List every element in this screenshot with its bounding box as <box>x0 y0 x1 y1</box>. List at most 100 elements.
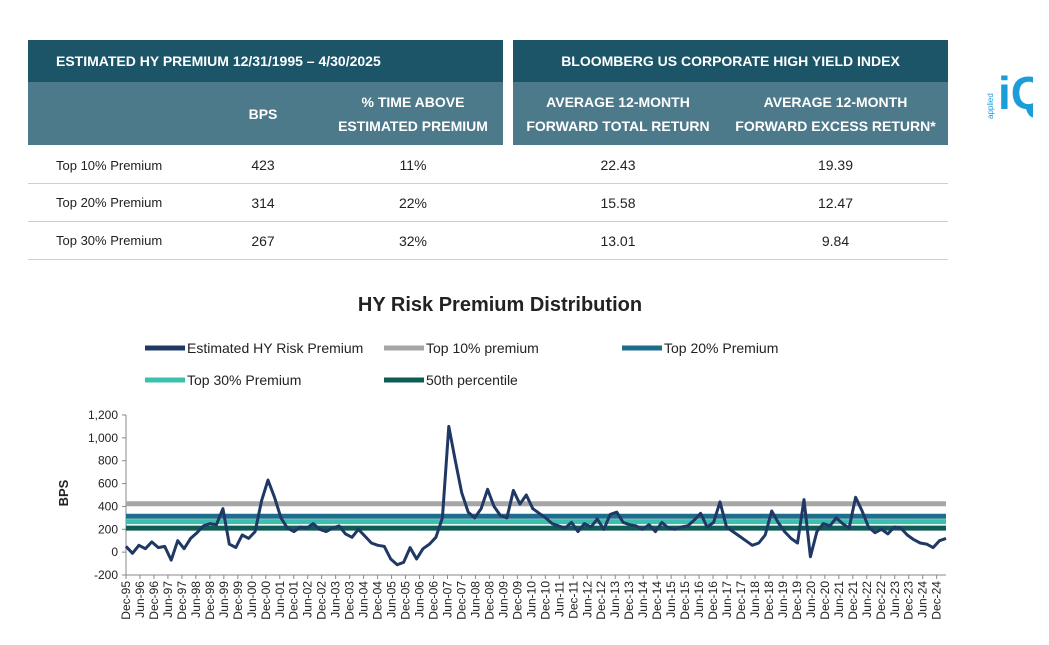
cell-bps: 267 <box>251 232 275 249</box>
x-tick-label: Jun-15 <box>664 581 678 618</box>
x-tick-label: Jun-14 <box>636 581 650 618</box>
cell-bps: 423 <box>251 157 275 173</box>
x-tick-label: Jun-20 <box>804 581 818 618</box>
x-tick-label: Dec-08 <box>482 581 496 620</box>
left-header: ESTIMATED HY PREMIUM 12/31/1995 – 4/30/2… <box>28 40 503 82</box>
x-tick-label: Jun-16 <box>692 581 706 618</box>
x-tick-label: Dec-22 <box>874 581 888 620</box>
legend-label: 50th percentile <box>426 372 518 388</box>
premium-line <box>124 424 947 567</box>
x-tick-label: Dec-20 <box>818 581 832 620</box>
cell-excess: 12.47 <box>817 194 854 211</box>
col-header-bps: BPS <box>218 82 308 145</box>
col-header-excess-line2: FORWARD EXCESS RETURN* <box>735 117 936 134</box>
x-tick-label: Dec-10 <box>538 581 552 620</box>
x-tick-label: Dec-23 <box>902 581 916 620</box>
x-tick-label: Dec-97 <box>175 581 189 620</box>
y-tick-label: -200 <box>94 568 118 582</box>
col-header-time: % TIME ABOVE ESTIMATED PREMIUM <box>318 82 508 145</box>
x-tick-label: Jun-00 <box>245 581 259 618</box>
x-tick-label: Jun-23 <box>888 581 902 618</box>
cell-excess: 19.39 <box>817 157 854 173</box>
x-tick-label: Dec-09 <box>510 581 524 620</box>
col-header-total-line1: AVERAGE 12-MONTH <box>546 93 690 110</box>
x-tick-label: Dec-99 <box>231 581 245 620</box>
y-tick-label: 1,200 <box>88 408 118 422</box>
x-tick-label: Jun-22 <box>860 581 874 618</box>
row-divider <box>28 259 948 260</box>
subheader-left <box>28 82 503 145</box>
left-header-text: ESTIMATED HY PREMIUM 12/31/1995 – 4/30/2… <box>56 53 381 69</box>
x-tick-label: Jun-05 <box>385 581 399 618</box>
x-tick-label: Dec-14 <box>650 581 664 620</box>
x-tick-label: Jun-97 <box>161 581 175 618</box>
x-tick-label: Dec-02 <box>315 581 329 620</box>
x-tick-label: Dec-04 <box>371 581 385 620</box>
x-tick-label: Jun-12 <box>580 581 594 618</box>
y-axis-label: BPS <box>56 479 71 506</box>
col-header-bps-text: BPS <box>248 105 278 122</box>
x-tick-label: Jun-10 <box>524 581 538 618</box>
applied-iq-logo: applied iQ <box>986 67 1033 119</box>
x-tick-label: Dec-17 <box>734 581 748 620</box>
logo-main-text: iQ <box>998 67 1033 119</box>
y-tick-label: 600 <box>98 477 118 491</box>
x-tick-label: Jun-07 <box>440 581 454 618</box>
col-header-total-return: AVERAGE 12-MONTH FORWARD TOTAL RETURN <box>513 82 723 145</box>
x-tick-label: Jun-13 <box>608 581 622 618</box>
col-header-total-line2: FORWARD TOTAL RETURN <box>526 117 710 134</box>
x-tick-label: Jun-04 <box>357 581 371 618</box>
percentile-lines <box>126 501 946 531</box>
subheader-right <box>513 82 948 145</box>
x-tick-label: Dec-01 <box>287 581 301 620</box>
cell-time: 32% <box>398 232 428 249</box>
x-tick-label: Dec-05 <box>399 581 413 620</box>
row-divider <box>28 221 948 222</box>
legend-label: Top 20% Premium <box>664 340 778 356</box>
hy-premium-chart: HY Risk Premium Distribution Estimated H… <box>56 294 947 620</box>
x-tick-label: Dec-18 <box>762 581 776 620</box>
x-tick-label: Dec-95 <box>119 581 133 620</box>
x-tick-label: Jun-11 <box>552 581 566 617</box>
x-tick-label: Jun-96 <box>133 581 147 618</box>
x-tick-label: Dec-24 <box>930 581 944 620</box>
x-tick-label: Dec-16 <box>706 581 720 620</box>
col-header-time-line2: ESTIMATED PREMIUM <box>338 117 488 134</box>
row-divider <box>28 183 948 184</box>
x-tick-label: Jun-18 <box>748 581 762 618</box>
y-tick-label: 200 <box>98 522 118 536</box>
legend-label: Top 30% Premium <box>187 372 301 388</box>
y-tick-label: 1,000 <box>88 431 118 445</box>
x-tick-label: Jun-19 <box>776 581 790 618</box>
cell-excess: 9.84 <box>821 232 850 249</box>
logo-side-text: applied <box>986 93 995 119</box>
cell-time: 22% <box>398 194 428 211</box>
y-tick-label: 0 <box>111 545 118 559</box>
col-header-time-line1: % TIME ABOVE <box>361 93 465 110</box>
x-tick-label: Jun-17 <box>720 581 734 618</box>
x-tick-label: Jun-99 <box>217 581 231 618</box>
x-tick-label: Dec-19 <box>790 581 804 620</box>
x-tick-label: Jun-24 <box>916 581 930 618</box>
y-tick-label: 800 <box>98 454 118 468</box>
x-axis: Dec-95 Jun-96 Dec-96 Jun-97 Dec-97 Jun-98 Dec-… <box>119 574 946 620</box>
x-tick-label: Dec-96 <box>147 581 161 620</box>
x-tick-label: Jun-08 <box>468 581 482 618</box>
legend-label: Estimated HY Risk Premium <box>187 340 363 356</box>
x-tick-label: Dec-13 <box>622 581 636 620</box>
x-tick-label: Jun-06 <box>413 581 427 618</box>
chart-legend: Estimated HY Risk Premium Top 10% premium… <box>145 340 778 388</box>
x-tick-label: Jun-03 <box>329 581 343 618</box>
y-axis: -200 0 200 400 600 800 1,000 1,200 <box>88 408 127 582</box>
x-tick-label: Dec-98 <box>203 581 217 620</box>
x-tick-label: Dec-11 <box>566 581 580 619</box>
row-label: Top 20% Premium <box>56 195 163 210</box>
cell-total: 22.43 <box>600 157 636 173</box>
col-header-excess-line1: AVERAGE 12-MONTH <box>763 93 908 110</box>
col-header-excess-return: AVERAGE 12-MONTH FORWARD EXCESS RETURN* <box>723 82 948 145</box>
x-tick-label: Dec-21 <box>846 581 860 620</box>
right-header-text: BLOOMBERG US CORPORATE HIGH YIELD INDEX <box>561 53 900 69</box>
x-tick-label: Dec-06 <box>427 581 441 620</box>
y-tick-label: 400 <box>98 499 118 513</box>
legend-label: Top 10% premium <box>426 340 539 356</box>
